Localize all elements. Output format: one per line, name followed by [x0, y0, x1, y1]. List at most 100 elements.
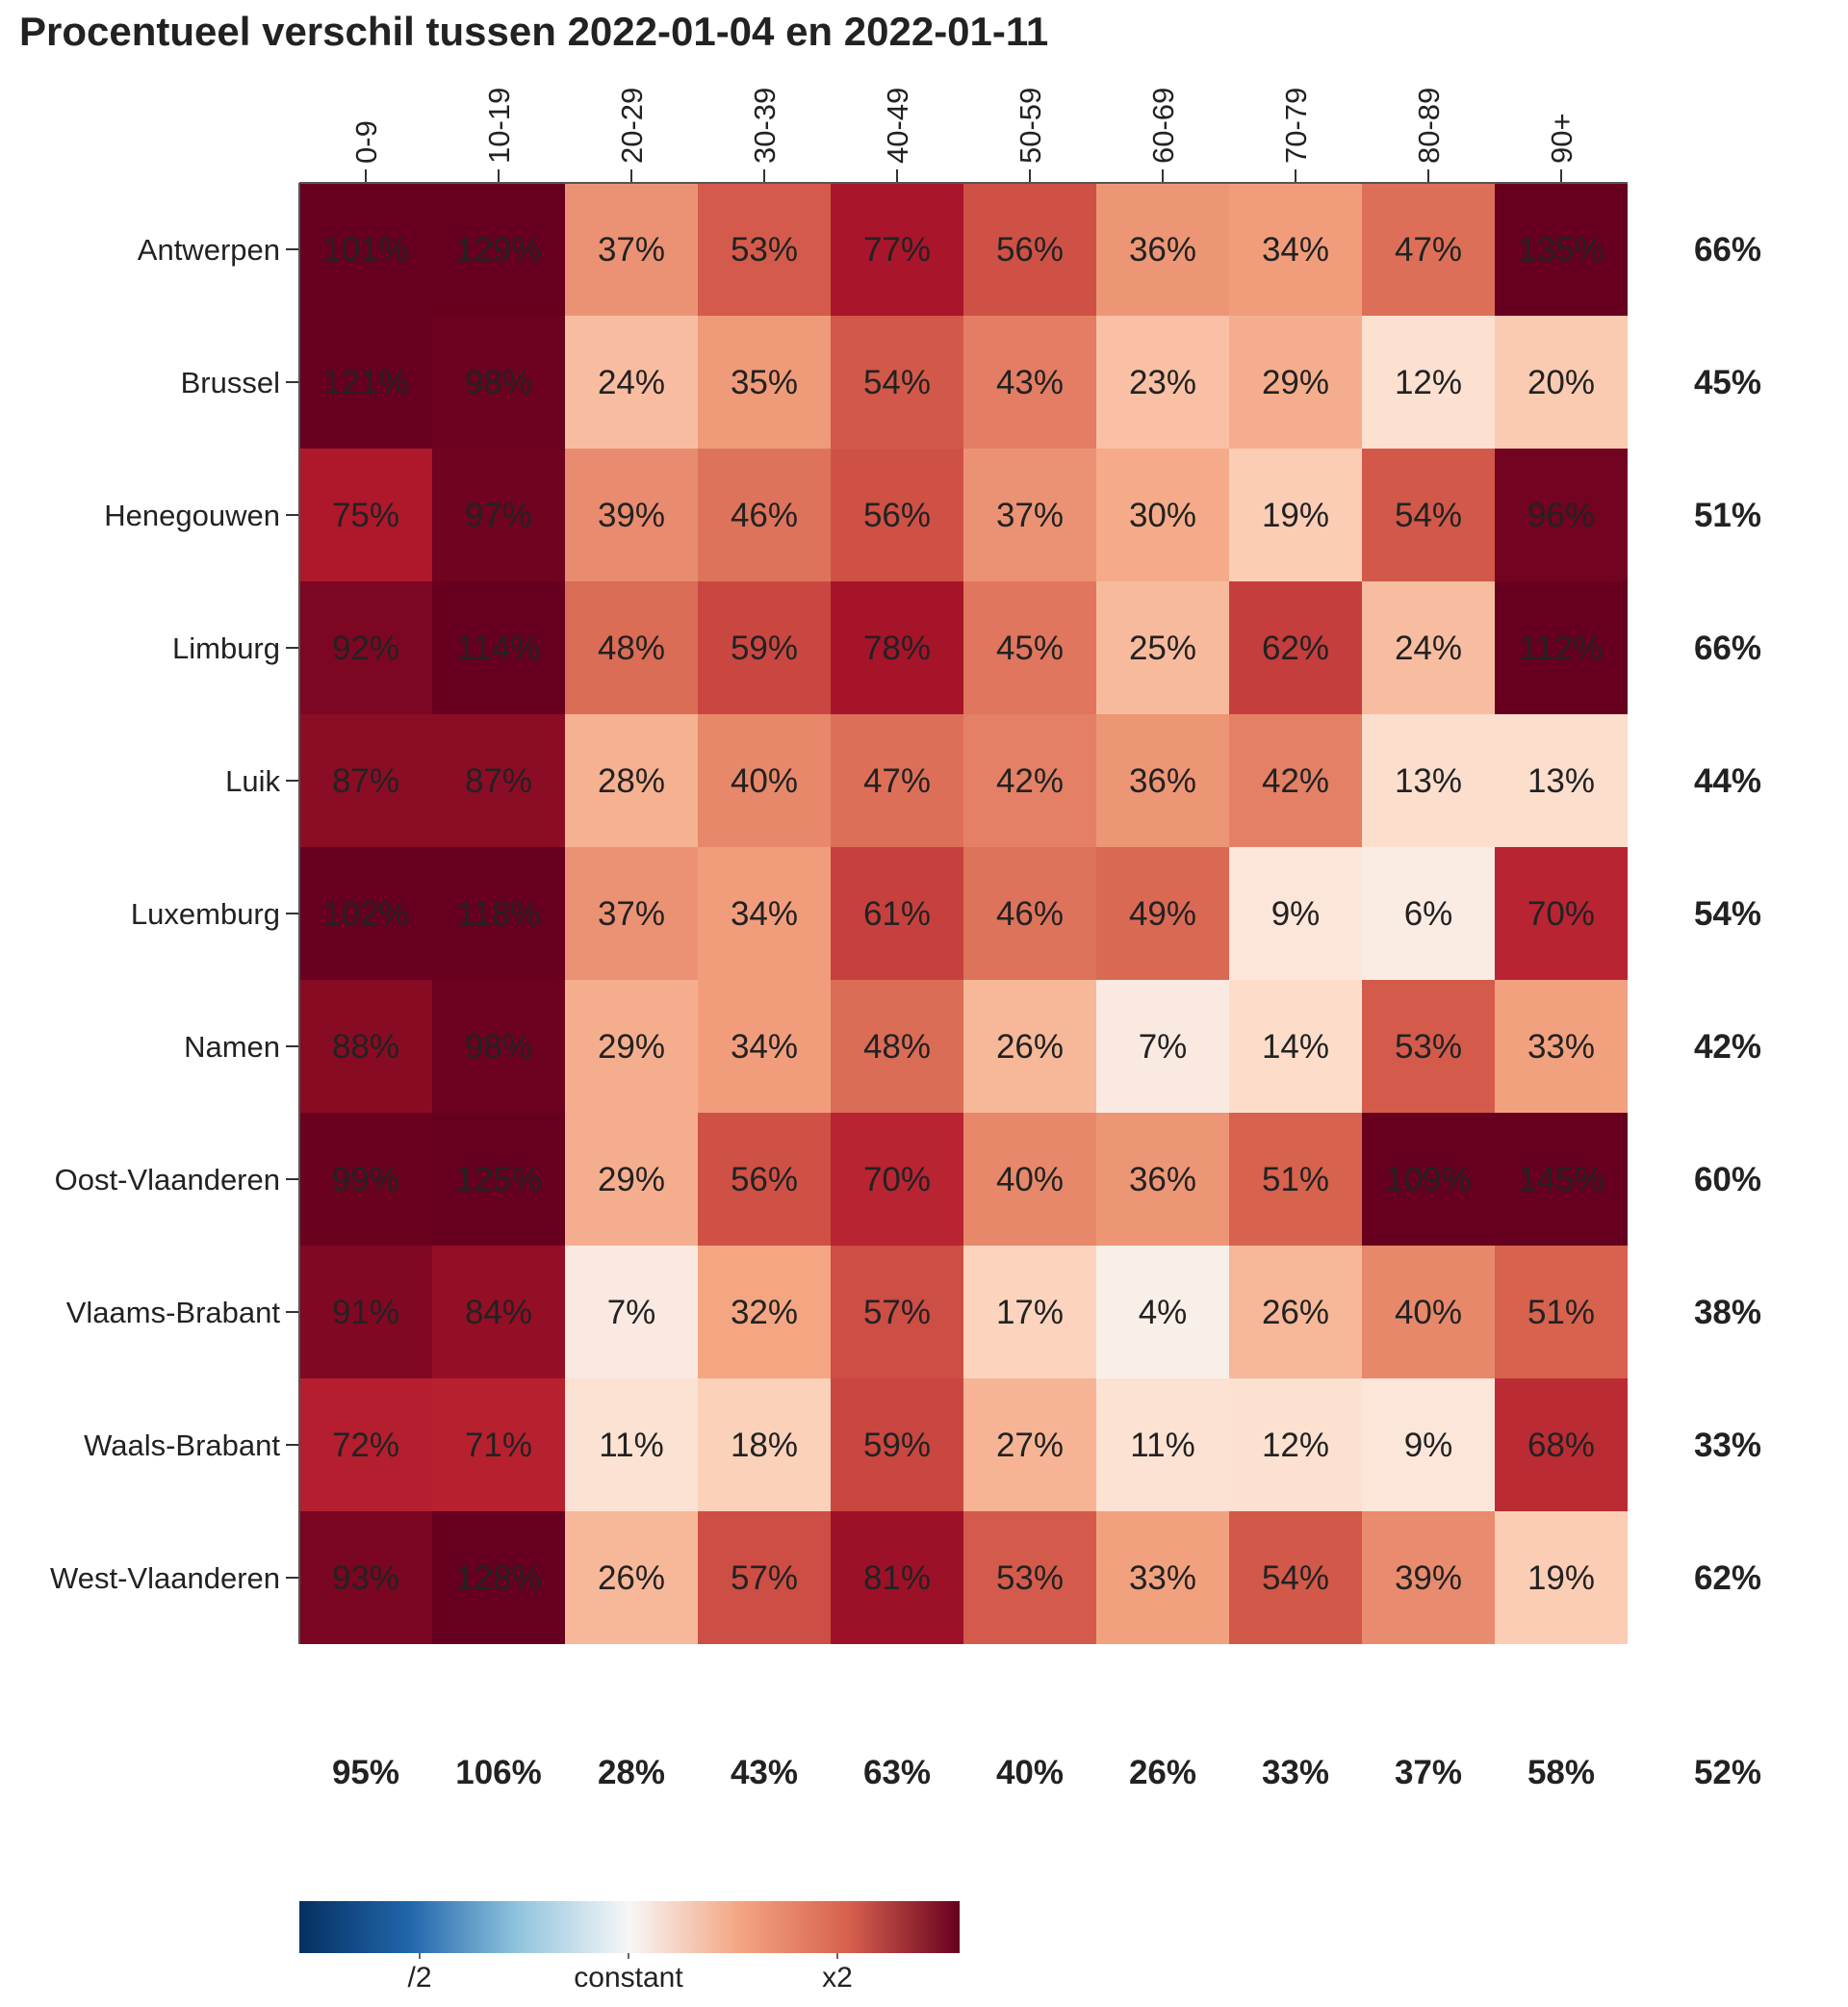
heatmap-cell: [1096, 1246, 1229, 1378]
row-tick-label: Waals-Brabant: [84, 1428, 280, 1462]
cell-label: 48%: [598, 630, 665, 667]
heatmap-cell: [1096, 714, 1229, 847]
cell-label: 34%: [1262, 231, 1329, 269]
cell-label: 20%: [1527, 364, 1595, 401]
heatmap-cell: [565, 1511, 698, 1644]
cell-label: 37%: [996, 497, 1064, 534]
cell-label: 72%: [332, 1427, 399, 1464]
heatmap-cell: [1362, 714, 1495, 847]
heatmap-cell: [1096, 1511, 1229, 1644]
column-tick-label: 20-29: [615, 88, 649, 164]
heatmap-cell: [1229, 980, 1362, 1113]
cell-label: 135%: [1518, 231, 1604, 269]
cell-label: 112%: [1520, 630, 1604, 667]
heatmap-cell: [698, 316, 831, 449]
heatmap-cell: [299, 449, 432, 581]
row-total: 42%: [1694, 1028, 1761, 1066]
heatmap-cell: [831, 183, 963, 316]
column-tick-label: 50-59: [1014, 88, 1047, 164]
heatmap-cell: [698, 980, 831, 1113]
column-total: 40%: [996, 1754, 1064, 1791]
heatmap-cell: [432, 1246, 565, 1378]
column-total: 28%: [598, 1754, 665, 1791]
cell-label: 29%: [598, 1161, 665, 1198]
heatmap-cell: [432, 183, 565, 316]
column-totals: 95% 106% 28% 43% 63% 40% 26% 33% 37% 58%: [332, 1754, 1595, 1791]
cell-label: 11%: [1130, 1427, 1194, 1464]
cell-label: 36%: [1129, 762, 1196, 800]
heatmap-cell: [963, 1378, 1096, 1511]
cell-label: 26%: [1262, 1294, 1329, 1331]
heatmap-cell: [1362, 183, 1495, 316]
cell-label: 59%: [863, 1427, 931, 1464]
heatmap-cell: [565, 1378, 698, 1511]
cell-label: 46%: [731, 497, 798, 534]
heatmap-cell: [299, 1246, 432, 1378]
heatmap-cell: [1229, 1246, 1362, 1378]
row-tick-label: Limburg: [172, 631, 280, 665]
cell-label: 46%: [996, 895, 1064, 933]
heatmap-cell: [1096, 1113, 1229, 1246]
heatmap-cell: [1495, 449, 1628, 581]
heatmap-cell: [1362, 1378, 1495, 1511]
column-tick-label: 70-79: [1279, 88, 1313, 164]
cell-label: 33%: [1129, 1559, 1196, 1597]
cell-label: 98%: [465, 1028, 532, 1066]
heatmap-cell: [1495, 847, 1628, 980]
heatmap-cell: [1096, 449, 1229, 581]
column-total: 106%: [455, 1754, 542, 1791]
cell-label: 87%: [465, 762, 532, 800]
heatmap-cell: [1362, 1246, 1495, 1378]
cell-label: 62%: [1262, 630, 1329, 667]
cell-label: 102%: [322, 895, 409, 933]
row-totals: 66% 45% 51% 66% 44% 54% 42% 60% 38% 33% 62%: [1694, 231, 1761, 1597]
cell-label: 78%: [863, 630, 931, 667]
row-tick-label: Henegouwen: [104, 499, 280, 532]
heatmap-cell: [299, 847, 432, 980]
cell-label: 96%: [1527, 497, 1595, 534]
heatmap-cell: [1229, 714, 1362, 847]
heatmap-cell: [831, 847, 963, 980]
row-total: 60%: [1694, 1161, 1761, 1198]
row-tick-label: Luxemburg: [131, 897, 280, 931]
column-tick-label: 40-49: [881, 88, 914, 164]
cell-label: 77%: [863, 231, 931, 269]
heatmap-cell: [1096, 1378, 1229, 1511]
heatmap-cell: [831, 1511, 963, 1644]
axis-lines: [298, 182, 1628, 1644]
row-total: 62%: [1694, 1559, 1761, 1597]
legend-color-bar: [299, 1901, 960, 1953]
cell-label: 91%: [332, 1294, 399, 1331]
cell-label: 71%: [465, 1427, 532, 1464]
cell-label: 26%: [598, 1559, 665, 1597]
cell-label: 145%: [1518, 1161, 1604, 1198]
cell-label: 30%: [1129, 497, 1196, 534]
heatmap-cell: [432, 316, 565, 449]
heatmap-cell: [1229, 581, 1362, 714]
cell-label: 101%: [322, 231, 409, 269]
cell-label: 18%: [731, 1427, 798, 1464]
cell-label: 70%: [863, 1161, 931, 1198]
cell-label: 29%: [1262, 364, 1329, 401]
heatmap-cell: [1362, 847, 1495, 980]
heatmap-cell: [831, 581, 963, 714]
cell-label: 35%: [731, 364, 798, 401]
heatmap-cell: [565, 847, 698, 980]
row-total: 51%: [1694, 497, 1761, 534]
cell-label: 93%: [332, 1559, 399, 1597]
heatmap-cell: [1495, 581, 1628, 714]
row-total: 33%: [1694, 1427, 1761, 1464]
cell-label: 45%: [996, 630, 1064, 667]
heatmap-cell: [831, 316, 963, 449]
heatmap-cell: [831, 1113, 963, 1246]
heatmap-cell: [1495, 183, 1628, 316]
cell-label: 42%: [1262, 762, 1329, 800]
heatmap-cell: [1495, 980, 1628, 1113]
heatmap-cell: [1096, 980, 1229, 1113]
heatmap-cell: [565, 1246, 698, 1378]
cell-label: 34%: [731, 895, 798, 933]
heatmap-cell: [698, 714, 831, 847]
heatmap-cell: [831, 449, 963, 581]
cell-label: 57%: [731, 1559, 798, 1597]
